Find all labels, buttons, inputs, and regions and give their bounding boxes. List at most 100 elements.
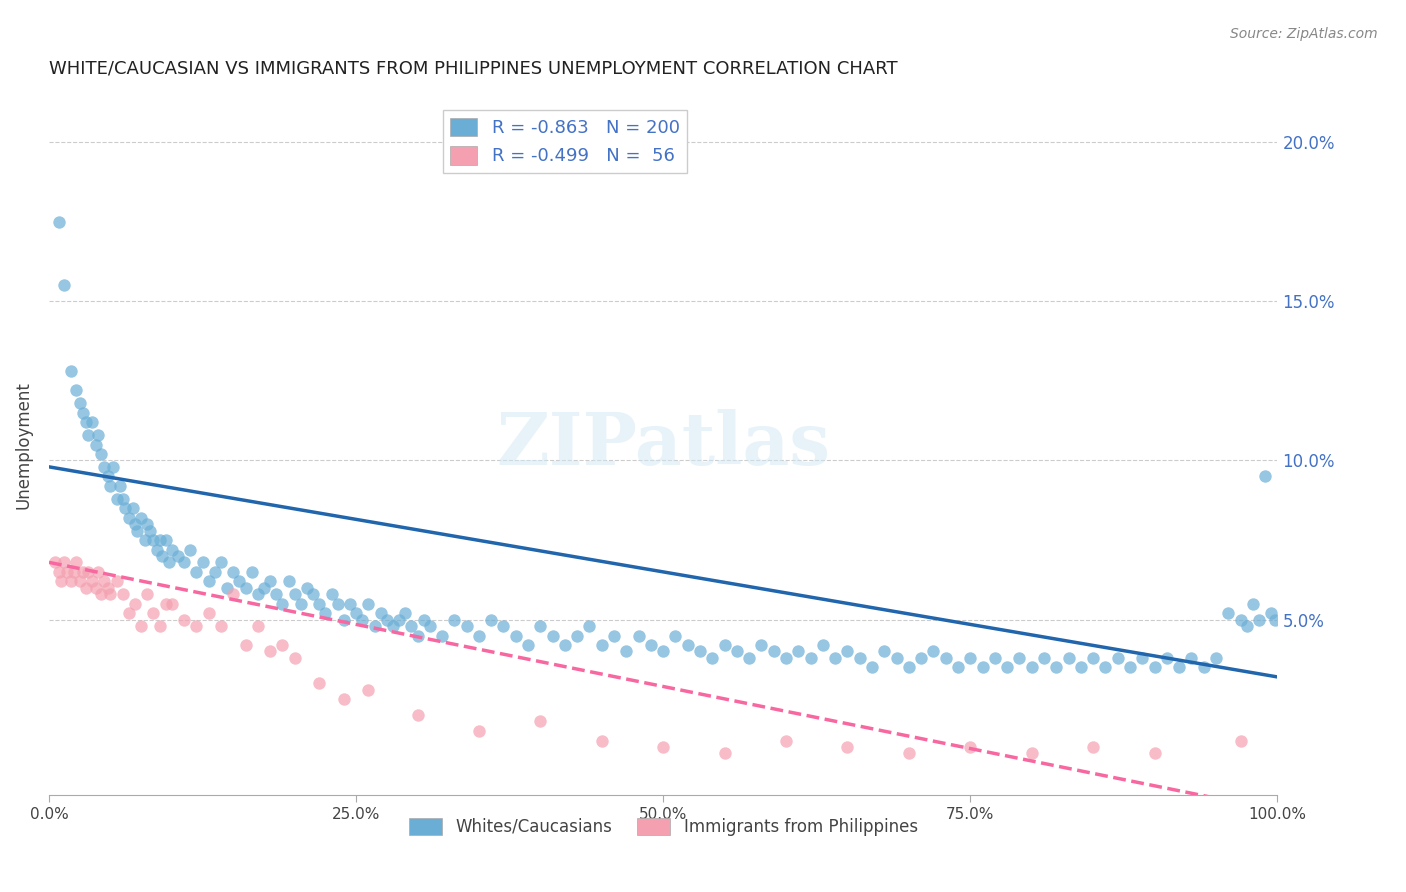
Point	[702, 650, 724, 665]
Point	[308, 597, 330, 611]
Point	[910, 650, 932, 665]
Point	[235, 581, 257, 595]
Point	[762, 644, 785, 658]
Point	[406, 708, 429, 723]
Point	[541, 629, 564, 643]
Point	[148, 533, 170, 547]
Point	[155, 597, 177, 611]
Point	[935, 650, 957, 665]
Point	[157, 555, 180, 569]
Point	[142, 607, 165, 621]
Point	[946, 660, 969, 674]
Point	[1254, 469, 1277, 483]
Point	[897, 747, 920, 761]
Point	[105, 491, 128, 506]
Point	[259, 644, 281, 658]
Point	[664, 629, 686, 643]
Point	[150, 549, 173, 563]
Point	[1229, 733, 1251, 747]
Point	[352, 613, 374, 627]
Point	[90, 447, 112, 461]
Point	[52, 278, 75, 293]
Point	[775, 733, 797, 747]
Point	[222, 565, 245, 579]
Point	[603, 629, 626, 643]
Point	[121, 501, 143, 516]
Point	[56, 565, 79, 579]
Point	[652, 644, 675, 658]
Point	[787, 644, 810, 658]
Point	[848, 650, 870, 665]
Point	[1008, 650, 1031, 665]
Point	[321, 587, 343, 601]
Point	[1045, 660, 1067, 674]
Point	[314, 607, 336, 621]
Point	[529, 619, 551, 633]
Point	[1241, 597, 1264, 611]
Point	[284, 650, 307, 665]
Point	[713, 638, 735, 652]
Point	[60, 574, 83, 589]
Point	[97, 469, 120, 483]
Point	[65, 384, 87, 398]
Point	[430, 629, 453, 643]
Point	[48, 215, 70, 229]
Point	[48, 565, 70, 579]
Point	[363, 619, 385, 633]
Point	[591, 638, 613, 652]
Point	[217, 581, 239, 595]
Point	[271, 597, 294, 611]
Point	[959, 650, 981, 665]
Point	[186, 565, 208, 579]
Point	[554, 638, 576, 652]
Point	[1057, 650, 1080, 665]
Point	[259, 574, 281, 589]
Point	[90, 587, 112, 601]
Point	[111, 491, 134, 506]
Point	[240, 565, 263, 579]
Point	[77, 428, 100, 442]
Point	[1192, 660, 1215, 674]
Point	[1205, 650, 1227, 665]
Point	[959, 739, 981, 754]
Point	[394, 607, 416, 621]
Point	[271, 638, 294, 652]
Point	[689, 644, 711, 658]
Point	[468, 629, 491, 643]
Point	[84, 581, 107, 595]
Point	[886, 650, 908, 665]
Point	[111, 587, 134, 601]
Point	[333, 692, 356, 706]
Point	[1143, 660, 1166, 674]
Point	[160, 542, 183, 557]
Point	[738, 650, 761, 665]
Point	[1168, 660, 1191, 674]
Point	[725, 644, 748, 658]
Point	[1070, 660, 1092, 674]
Point	[87, 428, 110, 442]
Point	[124, 517, 146, 532]
Point	[87, 565, 110, 579]
Point	[138, 524, 160, 538]
Point	[173, 555, 195, 569]
Point	[136, 517, 159, 532]
Point	[60, 364, 83, 378]
Point	[134, 533, 156, 547]
Legend: Whites/Caucasians, Immigrants from Philippines: Whites/Caucasians, Immigrants from Phili…	[402, 811, 925, 842]
Point	[811, 638, 834, 652]
Point	[456, 619, 478, 633]
Point	[1264, 613, 1286, 627]
Point	[136, 587, 159, 601]
Text: Source: ZipAtlas.com: Source: ZipAtlas.com	[1230, 27, 1378, 41]
Point	[155, 533, 177, 547]
Point	[118, 510, 141, 524]
Point	[591, 733, 613, 747]
Point	[344, 607, 367, 621]
Point	[308, 676, 330, 690]
Point	[326, 597, 349, 611]
Point	[824, 650, 846, 665]
Point	[72, 406, 94, 420]
Point	[1021, 747, 1043, 761]
Text: WHITE/CAUCASIAN VS IMMIGRANTS FROM PHILIPPINES UNEMPLOYMENT CORRELATION CHART: WHITE/CAUCASIAN VS IMMIGRANTS FROM PHILI…	[49, 60, 897, 78]
Point	[1033, 650, 1056, 665]
